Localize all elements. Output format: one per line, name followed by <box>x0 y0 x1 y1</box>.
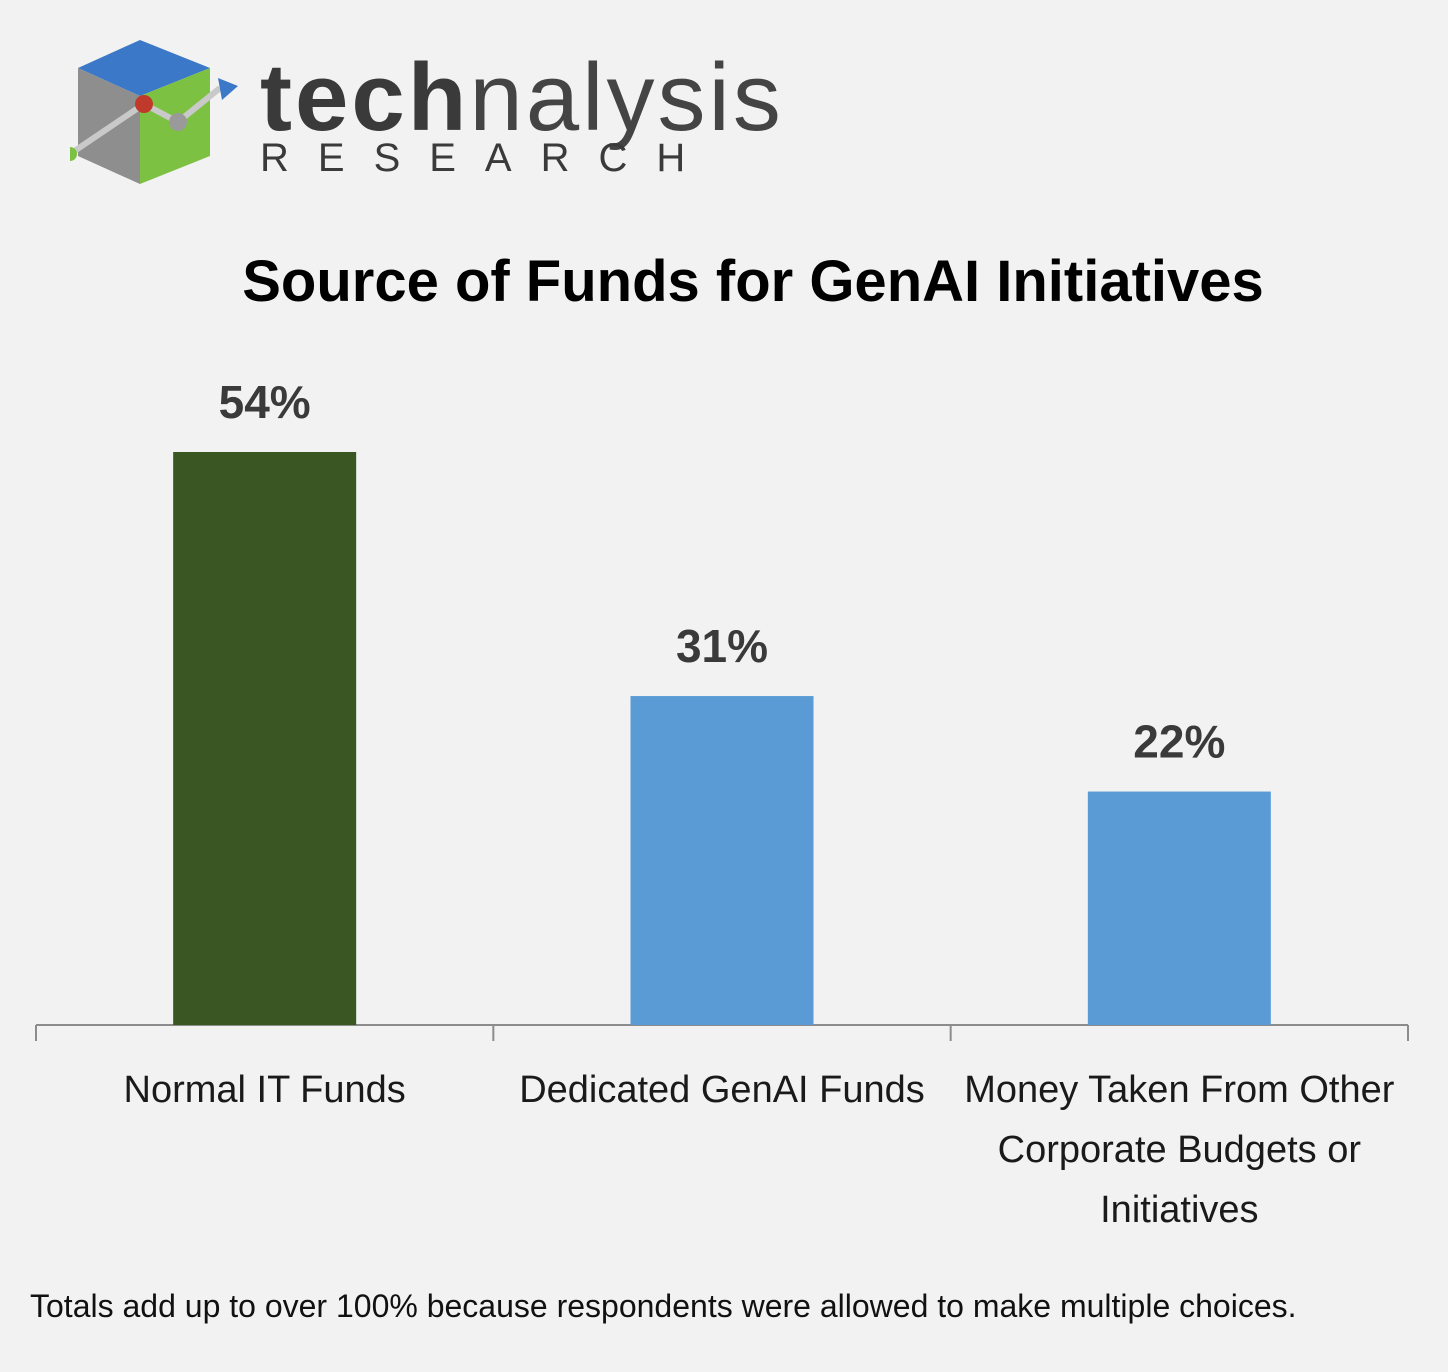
footnote: Totals add up to over 100% because respo… <box>30 1288 1297 1324</box>
data-label: 22% <box>1133 716 1225 768</box>
chart-title: Source of Funds for GenAI Initiatives <box>242 249 1264 314</box>
logo-wordmark: technalysis <box>260 50 784 146</box>
bar <box>1087 791 1271 1025</box>
logo-word-regular: nalysis <box>469 44 784 151</box>
data-label: 31% <box>676 620 768 672</box>
cube-trend-logo-icon <box>70 40 238 184</box>
bar <box>630 696 814 1025</box>
logo-subtitle: RESEARCH <box>260 136 715 180</box>
bar <box>173 452 357 1025</box>
category-label: Normal IT Funds <box>124 1069 406 1111</box>
category-label: Dedicated GenAI Funds <box>519 1069 925 1111</box>
data-label: 54% <box>219 376 311 428</box>
category-label: Money Taken From Other Corporate Budgets … <box>964 1069 1394 1231</box>
logo-word-bold: tech <box>260 44 470 151</box>
logo: technalysis RESEARCH <box>70 38 870 188</box>
bar-chart: 54% Normal IT Funds 31% Dedicated GenAI Fun… <box>35 376 1409 1231</box>
